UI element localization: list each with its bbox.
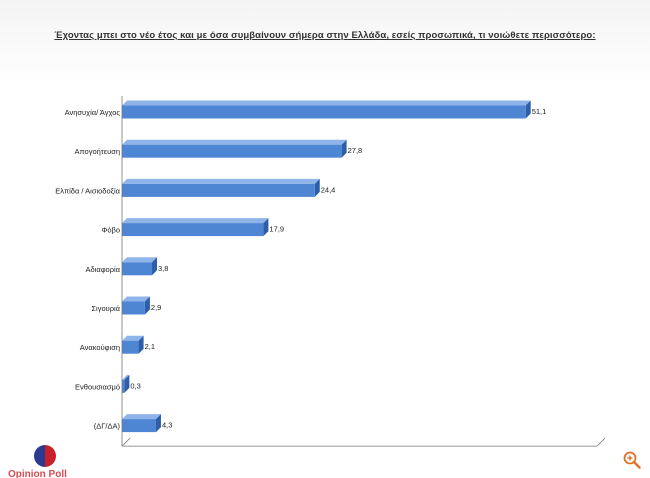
bar-front-face [122,262,153,276]
bar [122,335,144,354]
bar-front-face [122,301,145,315]
bar-side-face [138,335,144,354]
bar-side-face [525,100,531,119]
bar-side-face [314,178,320,197]
bar-top-face [122,374,130,380]
bar [122,139,347,158]
bar-side-face [341,139,347,158]
logo-icon [34,445,56,467]
bar-top-face [122,139,347,145]
category-label: Ελπίδα / Αισιοδοξία [55,186,120,195]
bar-top-face [122,257,158,263]
bar-front-face [122,223,264,237]
bar-front-face [122,105,526,119]
bar-series: Ανησυχία/ Άγχος 51,1 Απογοήτευση 27,8 Ελπίδα… [55,100,547,433]
value-label: 17,9 [269,225,284,234]
value-label: 24,4 [321,185,336,194]
bar-top-face [122,414,161,420]
value-label: 0,3 [130,381,140,390]
value-label: 4,3 [162,421,172,430]
value-label: 27,8 [348,146,363,155]
bar [122,414,161,433]
category-label: Αδιαφορία [86,265,121,274]
bar-top-face [122,100,531,106]
bar-side-face [152,257,158,276]
value-label: 51,1 [532,107,547,116]
category-label: Απογοήτευση [74,147,120,156]
zoom-in-icon[interactable] [620,448,644,472]
bar-side-face [144,296,150,315]
category-label: (ΔΓ/ΔΑ) [94,422,121,431]
bar-top-face [122,296,150,302]
category-label: Φόβο [101,226,120,235]
category-label: Ανακούφιση [80,343,120,352]
bar-top-face [122,218,269,224]
bar-side-face [263,218,269,237]
category-label: Σιγουριά [91,304,120,313]
bar [122,296,150,315]
bar-side-face [124,374,130,393]
bar-front-face [122,379,125,393]
category-label: Ενθουσιασμό [75,382,120,391]
bar [122,218,269,237]
bar-front-face [122,144,342,158]
bar [122,100,531,119]
bar-top-face [122,335,144,341]
bar-front-face [122,340,139,354]
bar [122,257,158,276]
bar [122,374,130,393]
value-label: 2,1 [145,342,155,351]
bar-side-face [155,414,161,433]
category-label: Ανησυχία/ Άγχος [65,108,121,117]
bar-front-face [122,183,315,197]
value-label: 3,8 [158,264,168,273]
logo-text: Opinion Poll [8,469,67,478]
axis-depth-left [121,437,131,447]
bar [122,178,320,197]
bar-front-face [122,419,156,433]
axis-depth-right [596,437,606,447]
chart-title: Έχοντας μπει στο νέο έτος και με όσα συμ… [54,30,596,41]
chart-axis [121,96,606,447]
bar-top-face [122,178,320,184]
value-label: 2,9 [151,303,161,312]
